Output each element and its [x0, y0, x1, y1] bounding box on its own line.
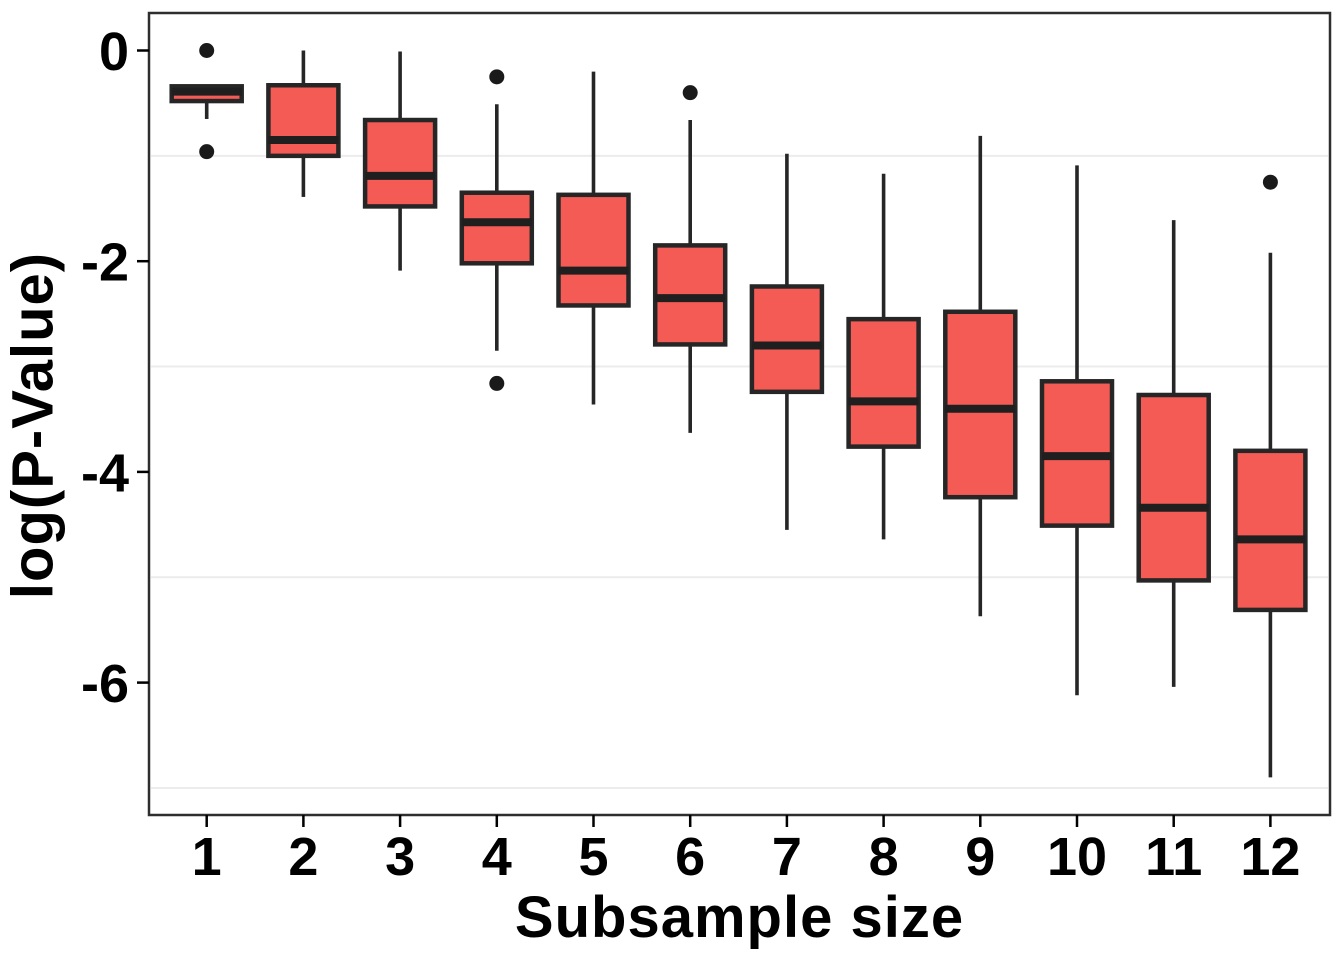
x-tick-label: 5 [578, 827, 608, 887]
x-tick-label: 8 [869, 827, 899, 887]
y-tick-label: -2 [81, 233, 129, 293]
x-tick-label: 4 [482, 827, 512, 887]
boxplot-box-5 [556, 192, 631, 308]
x-tick-label: 3 [385, 827, 415, 887]
x-tick-label: 12 [1240, 827, 1300, 887]
outlier-dot [1262, 174, 1278, 190]
boxplot-box-11 [1136, 392, 1211, 583]
x-tick-label: 10 [1047, 827, 1107, 887]
x-tick-label: 6 [675, 827, 705, 887]
boxplot-box-12 [1233, 448, 1308, 613]
boxplot-box-2 [266, 83, 341, 159]
x-tick-label: 1 [192, 827, 222, 887]
x-axis-title: Subsample size [514, 885, 965, 950]
x-tick-label: 7 [772, 827, 802, 887]
y-tick-label: 0 [99, 22, 129, 82]
x-tick-label: 9 [965, 827, 995, 887]
boxplot-box-9 [943, 309, 1018, 500]
outlier-dot [489, 375, 505, 391]
boxplot-box-7 [749, 284, 825, 395]
outlier-dot [199, 144, 215, 160]
x-tick-label: 2 [288, 827, 318, 887]
y-axis-title: log(P-Value) [0, 251, 66, 600]
x-tick-label: 11 [1145, 827, 1202, 887]
outlier-dot [199, 43, 215, 58]
boxplot-box-4 [459, 190, 535, 266]
panel-border [147, 11, 1332, 817]
y-tick-label: -6 [81, 654, 129, 714]
outlier-dot [489, 69, 505, 85]
boxplot-box-3 [362, 117, 438, 209]
y-tick-label: -4 [81, 443, 129, 503]
outlier-dot [682, 85, 698, 101]
boxplot-box-8 [846, 316, 921, 449]
